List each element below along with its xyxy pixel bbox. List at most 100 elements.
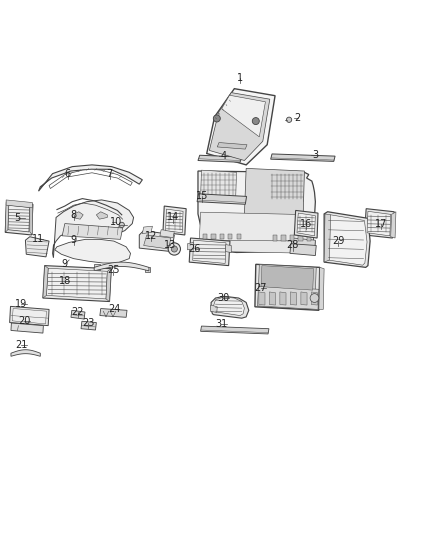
Polygon shape — [10, 306, 49, 326]
Polygon shape — [201, 326, 269, 334]
Polygon shape — [367, 211, 391, 236]
Text: 12: 12 — [145, 231, 157, 241]
Polygon shape — [193, 240, 226, 263]
Polygon shape — [211, 296, 249, 318]
Polygon shape — [12, 309, 46, 324]
Polygon shape — [261, 265, 314, 290]
Text: 27: 27 — [254, 282, 267, 293]
Polygon shape — [207, 88, 275, 165]
Polygon shape — [39, 165, 142, 191]
Polygon shape — [203, 233, 207, 239]
Text: 25: 25 — [107, 265, 119, 275]
Text: 26: 26 — [189, 244, 201, 254]
Polygon shape — [139, 231, 174, 252]
Polygon shape — [271, 154, 335, 161]
Polygon shape — [5, 201, 9, 232]
Text: 18: 18 — [59, 276, 71, 286]
Circle shape — [310, 294, 319, 302]
Polygon shape — [145, 266, 150, 272]
Polygon shape — [222, 95, 265, 137]
Polygon shape — [96, 212, 107, 219]
Text: 4: 4 — [220, 151, 226, 160]
Polygon shape — [144, 235, 171, 249]
Polygon shape — [290, 244, 316, 255]
Polygon shape — [11, 350, 40, 356]
Polygon shape — [259, 292, 265, 305]
Polygon shape — [11, 323, 43, 333]
Polygon shape — [201, 170, 237, 199]
Polygon shape — [290, 236, 294, 241]
Polygon shape — [94, 264, 100, 270]
Polygon shape — [281, 236, 286, 241]
Polygon shape — [217, 142, 247, 149]
Circle shape — [213, 115, 220, 122]
Polygon shape — [328, 215, 367, 265]
Text: 16: 16 — [300, 219, 312, 229]
Polygon shape — [30, 204, 33, 235]
Polygon shape — [273, 236, 277, 241]
Polygon shape — [53, 200, 134, 258]
Polygon shape — [255, 264, 320, 310]
Polygon shape — [100, 309, 127, 317]
Circle shape — [119, 222, 124, 228]
Polygon shape — [364, 209, 394, 238]
Text: 29: 29 — [332, 236, 344, 246]
Text: 20: 20 — [18, 316, 30, 326]
Text: 17: 17 — [375, 219, 387, 229]
Polygon shape — [198, 171, 315, 253]
Polygon shape — [43, 265, 111, 302]
Circle shape — [286, 117, 292, 123]
Polygon shape — [228, 233, 233, 239]
Polygon shape — [324, 212, 370, 268]
Polygon shape — [297, 213, 315, 236]
Polygon shape — [237, 233, 241, 239]
Polygon shape — [311, 292, 318, 305]
Polygon shape — [391, 212, 396, 238]
Text: 5: 5 — [14, 213, 21, 223]
Text: 10: 10 — [110, 217, 122, 227]
Polygon shape — [200, 240, 315, 253]
Polygon shape — [6, 200, 32, 208]
Text: 28: 28 — [286, 240, 299, 251]
Polygon shape — [269, 292, 276, 305]
Text: 23: 23 — [82, 318, 95, 328]
Text: 15: 15 — [196, 191, 208, 201]
Text: 13: 13 — [164, 240, 176, 251]
Polygon shape — [258, 286, 319, 310]
Polygon shape — [8, 205, 30, 232]
Text: 8: 8 — [71, 210, 77, 220]
Text: 9: 9 — [71, 235, 77, 245]
Polygon shape — [160, 230, 174, 238]
Text: 9: 9 — [62, 260, 68, 269]
Text: 2: 2 — [295, 114, 301, 124]
Polygon shape — [25, 237, 49, 257]
Polygon shape — [244, 168, 304, 217]
Polygon shape — [62, 223, 123, 239]
Polygon shape — [319, 268, 324, 310]
Polygon shape — [214, 297, 244, 316]
Polygon shape — [211, 233, 215, 239]
Text: 31: 31 — [215, 319, 227, 329]
Circle shape — [171, 246, 177, 252]
Circle shape — [168, 243, 180, 255]
Text: 11: 11 — [32, 235, 45, 244]
Text: 1: 1 — [237, 73, 243, 83]
Polygon shape — [72, 212, 83, 219]
Polygon shape — [142, 226, 152, 233]
Polygon shape — [106, 269, 111, 302]
Text: 6: 6 — [65, 168, 71, 179]
Text: 30: 30 — [217, 293, 230, 303]
Polygon shape — [55, 239, 131, 263]
Polygon shape — [5, 201, 33, 235]
Polygon shape — [94, 262, 149, 271]
Polygon shape — [81, 321, 96, 330]
Polygon shape — [307, 236, 311, 241]
Polygon shape — [324, 214, 331, 262]
Polygon shape — [199, 212, 314, 244]
Polygon shape — [166, 209, 183, 233]
Polygon shape — [198, 155, 242, 162]
Polygon shape — [293, 238, 315, 253]
Polygon shape — [298, 236, 303, 241]
Text: 22: 22 — [72, 308, 84, 318]
Polygon shape — [294, 211, 318, 238]
